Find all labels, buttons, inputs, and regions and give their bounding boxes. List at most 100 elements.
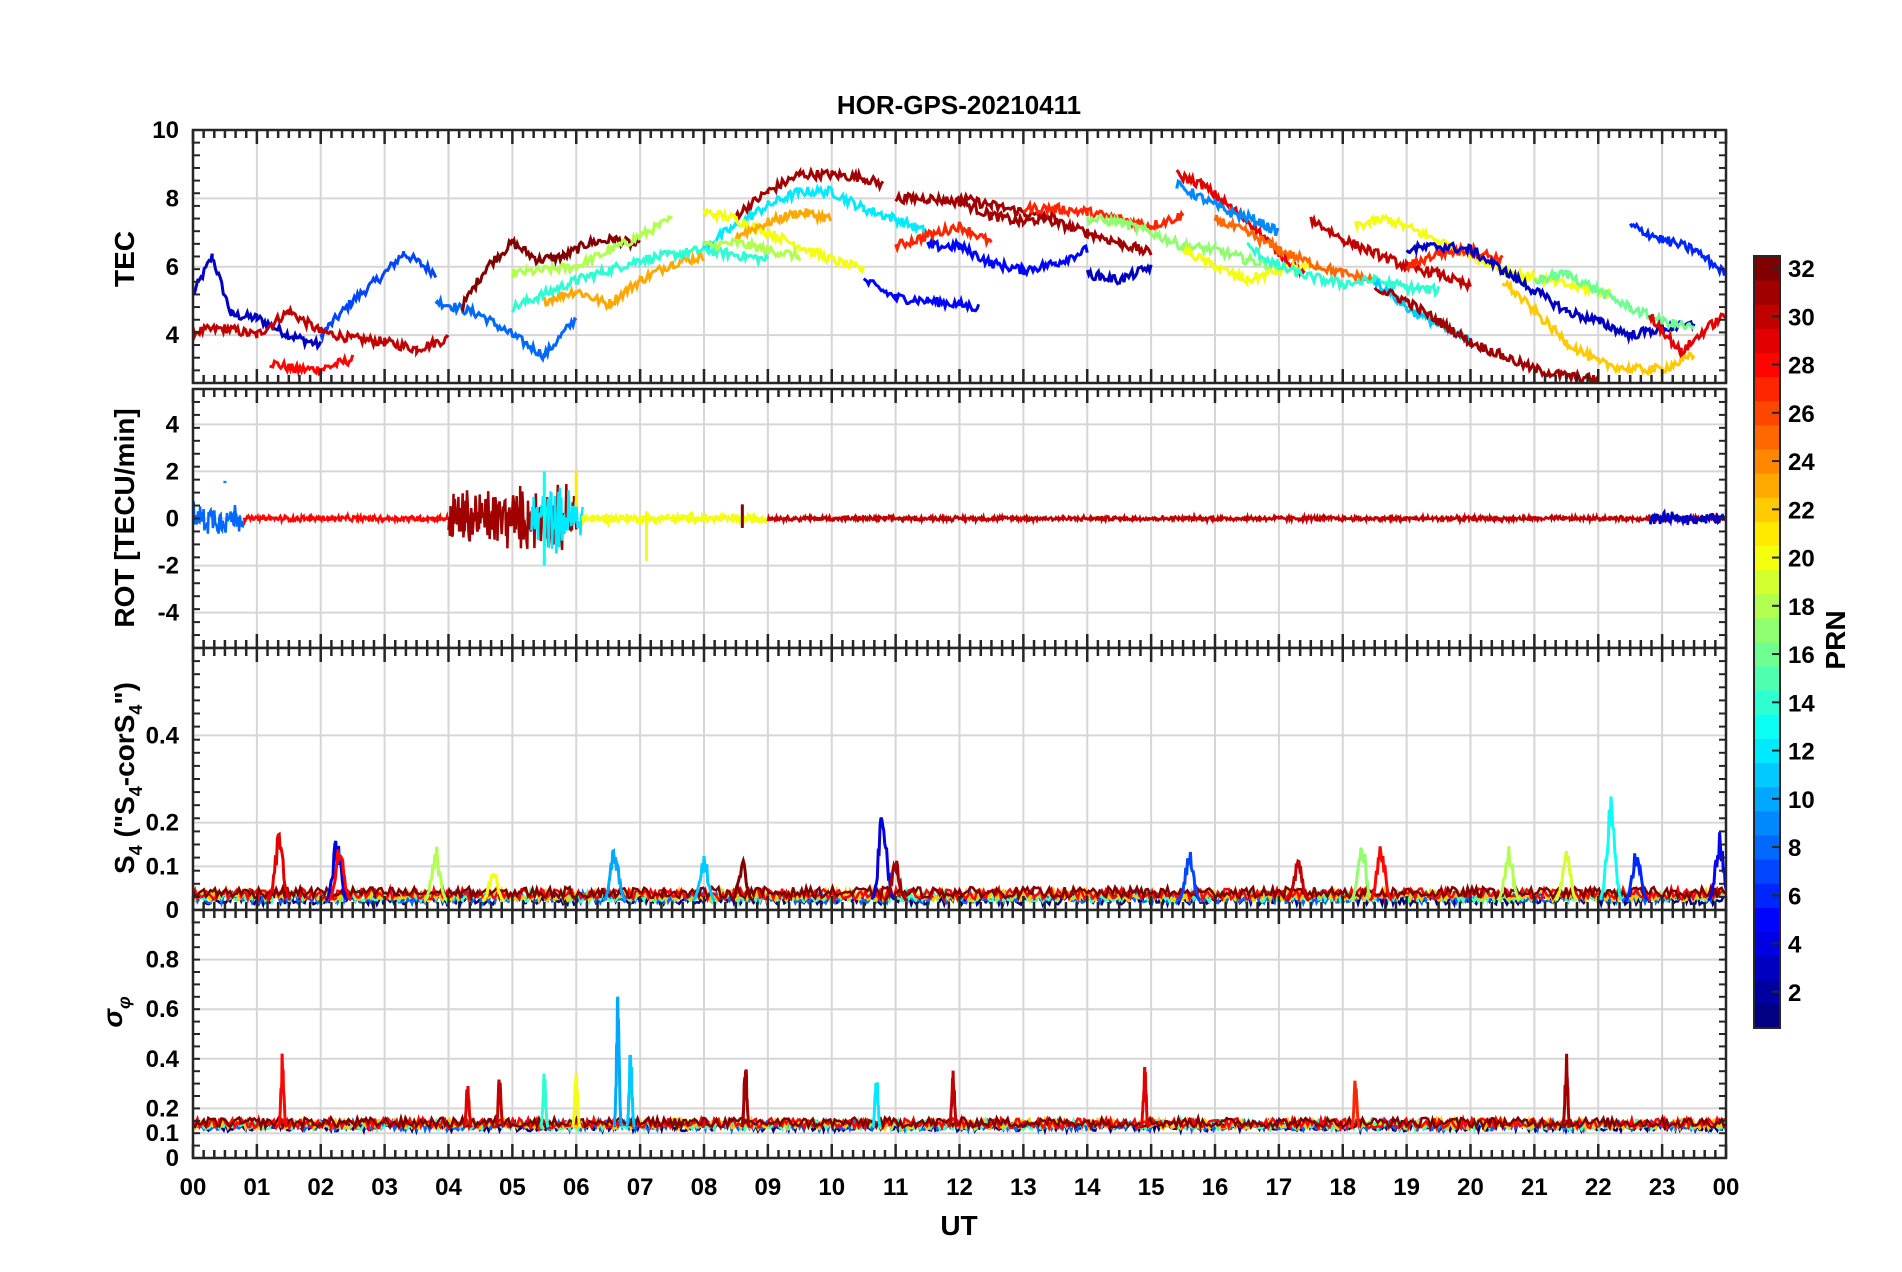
colorbar-label: PRN <box>1820 610 1851 669</box>
rot-series-line <box>581 510 770 529</box>
peak-mark <box>462 1085 473 1129</box>
colorbar-tick-label: 24 <box>1788 449 1815 476</box>
y-tick-label: 0.2 <box>146 810 179 837</box>
y-tick-label: 0.1 <box>146 1120 179 1147</box>
colorbar-swatch <box>1754 762 1780 788</box>
colorbar-tick-label: 18 <box>1788 594 1815 621</box>
peak-mark <box>1496 846 1522 902</box>
x-tick-label: 19 <box>1393 1174 1420 1201</box>
y-tick-label: 0.8 <box>146 947 179 974</box>
x-tick-label: 23 <box>1649 1174 1676 1201</box>
y-tick-label: 0.4 <box>146 1046 180 1073</box>
peak-mark <box>327 849 353 902</box>
colorbar-tick-label: 2 <box>1788 980 1801 1007</box>
colorbar-tick-label: 14 <box>1788 690 1815 717</box>
y-tick-label: 4 <box>166 411 180 438</box>
x-tick-label: 10 <box>818 1174 845 1201</box>
x-tick-label: 13 <box>1010 1174 1037 1201</box>
tec-series-line <box>319 250 438 344</box>
tec-axis-label: TEC <box>109 231 140 287</box>
series-group <box>193 471 1726 566</box>
tec-series-line <box>702 236 802 264</box>
y-tick-label: 2 <box>166 458 179 485</box>
colorbar-tick-label: 20 <box>1788 546 1815 573</box>
peak-mark <box>1350 1080 1361 1129</box>
peak-mark <box>947 1070 959 1129</box>
tec-series-line <box>926 237 1089 278</box>
x-tick-label: 16 <box>1202 1174 1229 1201</box>
colorbar-swatch <box>1754 810 1780 836</box>
y-tick-label: 0 <box>166 1145 179 1172</box>
sigma-phi-panel: 00.10.2 0.4 0.6 0.8 <box>146 908 1728 1172</box>
colorbar-tick-label: 6 <box>1788 883 1801 910</box>
colorbar-swatch <box>1754 569 1780 595</box>
peak-mark <box>1368 846 1393 902</box>
s4-axis-label: S4 ("S4-corS4") <box>109 682 146 874</box>
colorbar-tick-label: 4 <box>1788 932 1802 959</box>
rot-series-line <box>193 501 246 535</box>
tec-series-line <box>193 253 323 352</box>
colorbar-frame <box>1753 255 1781 1029</box>
y-tick-label: 0.1 <box>146 853 179 880</box>
tec-series-line <box>1373 286 1600 383</box>
peak-mark <box>1624 853 1649 902</box>
tec-series-line <box>1647 312 1726 359</box>
rot-series-line <box>1648 508 1726 527</box>
peak-mark <box>539 1073 550 1129</box>
colorbar-tick-label: 32 <box>1788 256 1815 283</box>
x-axis-label: UT <box>940 1210 977 1241</box>
peak-mark <box>1139 1067 1150 1128</box>
rot-axis-label: ROT [TECU/min] <box>109 408 140 627</box>
tec-series-line <box>702 207 866 274</box>
x-tick-label: 22 <box>1585 1174 1612 1201</box>
tec-series-line <box>460 232 641 313</box>
tec-series-line <box>1628 221 1726 278</box>
tec-series-line <box>1405 239 1696 345</box>
colorbar-tick-label: 26 <box>1788 401 1815 428</box>
colorbar-swatch <box>1754 907 1780 932</box>
peak-mark <box>266 831 292 902</box>
peak-mark <box>570 1073 582 1129</box>
peak-mark <box>730 855 755 903</box>
x-tick-label: 09 <box>755 1174 782 1201</box>
peak-mark <box>1554 850 1579 902</box>
y-tick-label: 4 <box>166 322 180 349</box>
colorbar-swatch <box>1754 666 1780 691</box>
tec-series-line <box>1501 278 1696 378</box>
sigma-phi-axis-label: σφ <box>97 996 134 1028</box>
x-tick-label: 17 <box>1266 1174 1293 1201</box>
x-tick-label: 15 <box>1138 1174 1165 1201</box>
peak-mark <box>871 1082 882 1129</box>
x-tick-label: 00 <box>1713 1174 1740 1201</box>
y-tick-label: 0.2 <box>146 1095 179 1122</box>
x-tick-label: 20 <box>1457 1174 1484 1201</box>
tec-series-line <box>1309 214 1472 293</box>
tec-series-line <box>269 352 355 378</box>
tec-series-line <box>511 241 770 313</box>
series-group <box>193 166 1726 383</box>
peak-mark <box>1177 851 1202 902</box>
rot-series-line <box>530 487 584 554</box>
colorbar-tick-label: 8 <box>1788 835 1801 862</box>
colorbar-swatch <box>1754 1003 1780 1029</box>
x-tick-label: 03 <box>371 1174 398 1201</box>
x-tick-label: 00 <box>180 1174 207 1201</box>
colorbar-swatch <box>1754 617 1780 643</box>
colorbar-swatch <box>1754 859 1780 884</box>
peak-mark <box>494 1079 505 1129</box>
tec-series-line <box>1085 212 1281 276</box>
y-tick-label: 0.4 <box>146 722 180 749</box>
x-tick-label: 12 <box>946 1174 973 1201</box>
peak-mark <box>1350 847 1375 902</box>
x-tick-label: 08 <box>691 1174 718 1201</box>
y-tick-label: -2 <box>158 553 179 580</box>
tec-series-line <box>1022 199 1185 233</box>
x-tick-label: 04 <box>435 1174 462 1201</box>
s4-panel: 0 0.1 0.2 0.4 <box>146 646 1728 924</box>
y-tick-label: 0.6 <box>146 996 179 1023</box>
rot-panel: -4 -2 0 2 4 <box>158 387 1728 650</box>
tec-series-line <box>1533 267 1696 331</box>
y-tick-label: 6 <box>166 254 179 281</box>
series-group <box>193 996 1726 1136</box>
chart-title: HOR-GPS-20210411 <box>837 90 1081 120</box>
